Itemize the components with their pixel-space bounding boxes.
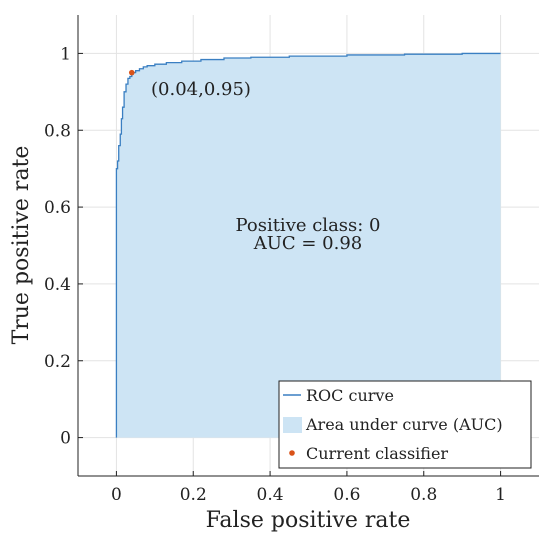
x-tick-label-4: 0.8 (410, 485, 437, 505)
y-tick-label-1: 0.2 (44, 352, 71, 372)
x-tick-label-2: 0.4 (257, 485, 284, 505)
legend-entry-roc-curve: ROC curve (306, 386, 394, 405)
y-tick-label-5: 1 (60, 44, 71, 64)
legend-box (278, 380, 532, 469)
x-axis-label: False positive rate (206, 508, 411, 533)
axes (77, 15, 539, 477)
y-tick-label-0: 0 (60, 429, 71, 449)
current-classifier-point (128, 69, 135, 76)
roc-curve-line (115, 52, 501, 438)
ticks: 0 0.2 0.4 0.6 0.8 1 0 0.2 0.4 0.6 0.8 1 (44, 44, 506, 505)
x-tick-label-5: 1 (495, 485, 506, 505)
current-classifier-label: (0.04,0.95) (151, 79, 251, 100)
legend-swatch-area-under-curve (283, 417, 302, 433)
auc-text: AUC = 0.98 (253, 233, 363, 254)
y-tick-label-2: 0.4 (44, 275, 71, 295)
auc-area (116, 53, 501, 438)
x-tick-label-3: 0.6 (333, 485, 360, 505)
legend-entry-current-classifier: Current classifier (306, 444, 448, 463)
plot-area (115, 52, 501, 438)
legend: ROC curve Area under curve (AUC) Current… (278, 380, 532, 469)
positive-class-text: Positive class: 0 (235, 215, 380, 236)
y-tick-label-3: 0.6 (44, 198, 71, 218)
x-tick-label-1: 0.2 (180, 485, 207, 505)
legend-swatch-current-classifier (289, 450, 295, 456)
y-tick-label-4: 0.8 (44, 121, 71, 141)
legend-entry-area-under-curve: Area under curve (AUC) (305, 415, 503, 434)
y-axis-label: True positive rate (9, 146, 34, 345)
x-tick-label-0: 0 (111, 485, 122, 505)
